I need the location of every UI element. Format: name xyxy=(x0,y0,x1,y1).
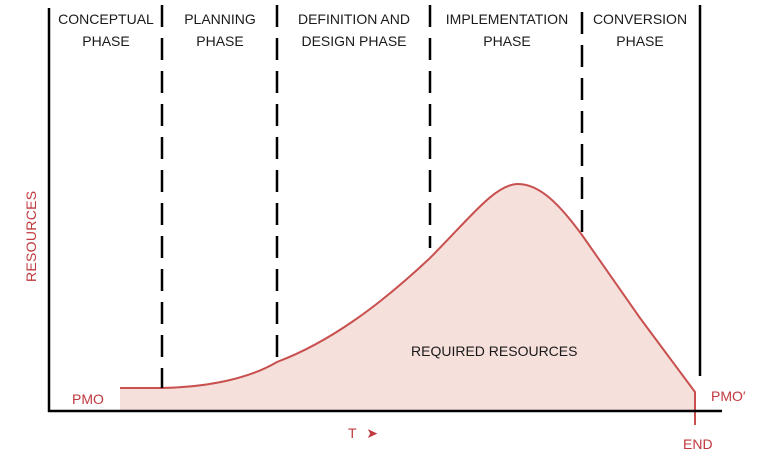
end-label: END xyxy=(683,436,713,452)
y-axis-title: RESOURCES xyxy=(23,190,39,282)
phase-subtitle: PHASE xyxy=(82,33,130,49)
phase-title: DEFINITION AND xyxy=(297,11,410,27)
required-resources-label: REQUIRED RESOURCES xyxy=(411,343,578,359)
phase-title: IMPLEMENTATION xyxy=(445,11,569,27)
phase-subtitle: DESIGN PHASE xyxy=(301,33,407,49)
time-label: T xyxy=(348,425,357,441)
phase-label-planning: PLANNING PHASE xyxy=(166,8,274,52)
phase-label-conceptual: CONCEPTUAL PHASE xyxy=(52,8,160,52)
x-axis-title: T ➤ xyxy=(348,425,378,442)
phase-title: PLANNING xyxy=(184,11,256,27)
phase-label-definition-design: DEFINITION AND DESIGN PHASE xyxy=(281,8,427,52)
required-resources-area xyxy=(120,184,695,411)
phase-title: CONCEPTUAL xyxy=(58,11,154,27)
resource-curve xyxy=(120,182,696,425)
phase-subtitle: PHASE xyxy=(483,33,531,49)
pmo-end-level-label: PMO′ xyxy=(711,388,746,404)
phase-subtitle: PHASE xyxy=(616,33,664,49)
phase-title: CONVERSION xyxy=(592,11,688,27)
phase-label-implementation: IMPLEMENTATION PHASE xyxy=(434,8,580,52)
pmo-start-label: PMO xyxy=(72,391,104,407)
arrow-right-icon: ➤ xyxy=(366,425,378,441)
phase-subtitle: PHASE xyxy=(196,33,244,49)
phase-label-conversion: CONVERSION PHASE xyxy=(584,8,696,52)
